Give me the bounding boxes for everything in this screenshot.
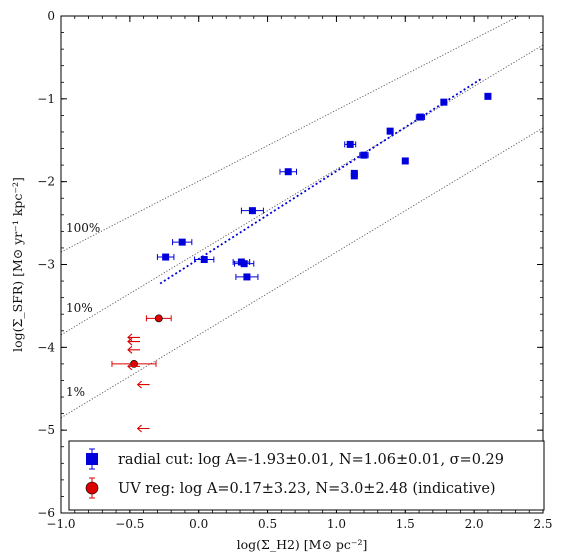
plot-frame — [60, 15, 544, 514]
radial-cut-point-16 — [243, 273, 251, 281]
radial-cut-point-5 — [346, 140, 354, 148]
radial-cut-point-11 — [178, 238, 186, 246]
legend-label-uv-reg: UV reg: log A=0.17±3.23, N=3.0±2.48 (ind… — [118, 481, 496, 497]
radial-cut-point-4 — [401, 157, 409, 165]
y-tick-label-2: −2 — [37, 175, 55, 189]
radial-cut-point-10 — [248, 207, 256, 215]
x-tick-label-2: 0.0 — [189, 517, 208, 531]
y-tick-label-3: −3 — [37, 258, 55, 272]
y-axis-label: log(Σ_SFR) [M⊙ yr⁻¹ kpc⁻²] — [10, 177, 25, 352]
radial-cut-point-3 — [386, 127, 394, 135]
legend-marker-radial-cut — [86, 448, 98, 470]
x-tick-label-7: 2.5 — [533, 517, 552, 531]
radial-cut-point-9 — [284, 168, 292, 176]
radial-cut-point-15 — [240, 260, 248, 268]
y-tick-label-6: −6 — [37, 506, 55, 520]
x-tick-label-3: 0.5 — [258, 517, 277, 531]
radial-cut-point-12 — [162, 253, 170, 261]
x-tick-label-5: 1.5 — [396, 517, 415, 531]
upper-limit-arrow-2 — [127, 345, 140, 354]
plot-content — [61, 16, 543, 433]
fit-line — [159, 78, 482, 285]
x-tick-label-6: 2.0 — [465, 517, 484, 531]
x-axis-label: log(Σ_H2) [M⊙ pc⁻²] — [237, 537, 368, 552]
legend-square-icon — [86, 453, 98, 465]
efficiency-line-2 — [61, 127, 543, 419]
x-tick-label-1: −0.5 — [115, 517, 144, 531]
legend-label-radial-cut: radial cut: log A=-1.93±0.01, N=1.06±0.0… — [118, 452, 504, 468]
x-tick-label-4: 1.0 — [327, 517, 346, 531]
efficiency-label-0: 100% — [66, 221, 100, 235]
efficiency-label-2: 1% — [66, 385, 85, 399]
radial-cut-point-6 — [360, 151, 368, 159]
uv-reg-point-0 — [154, 314, 163, 323]
legend-circle-icon — [85, 481, 99, 495]
upper-limit-arrow-3 — [127, 362, 140, 371]
radial-cut-point-2 — [416, 113, 424, 121]
upper-limit-arrow-1 — [127, 337, 140, 346]
efficiency-line-0 — [61, 16, 520, 253]
x-tick-label-0: −1.0 — [46, 517, 75, 531]
radial-cut-point-0 — [484, 92, 492, 100]
upper-limit-arrow-4 — [136, 380, 150, 389]
y-tick-label-1: −1 — [37, 92, 55, 106]
legend-marker-uv-reg — [85, 477, 99, 499]
upper-limit-arrow-5 — [136, 424, 150, 433]
radial-cut-point-8 — [350, 172, 358, 180]
y-tick-label-0: 0 — [47, 9, 55, 23]
radial-cut-point-13 — [200, 256, 208, 264]
efficiency-line-1 — [61, 44, 543, 336]
efficiency-label-1: 10% — [66, 301, 93, 315]
y-tick-label-5: −5 — [37, 423, 55, 437]
legend-box — [68, 440, 545, 511]
legend: radial cut: log A=-1.93±0.01, N=1.06±0.0… — [68, 440, 545, 511]
radial-cut-point-1 — [440, 98, 448, 106]
y-tick-label-4: −4 — [37, 340, 55, 354]
